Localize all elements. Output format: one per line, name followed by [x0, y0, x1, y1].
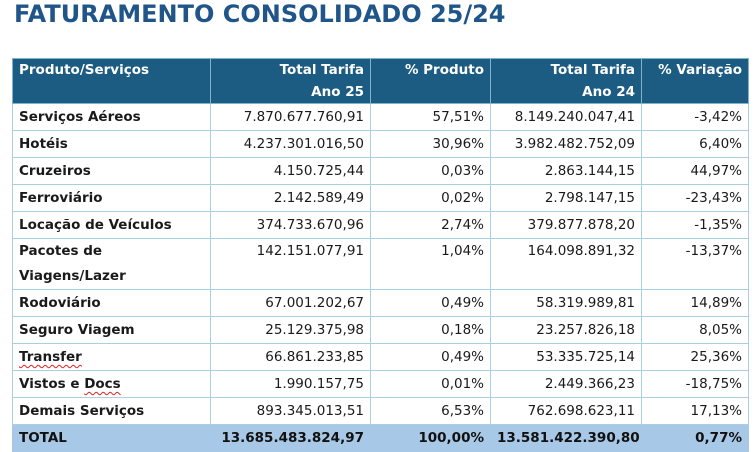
cell-variation: -13,37% [641, 238, 749, 290]
cell-pct: 0,49% [370, 343, 491, 371]
cell-product: Hotéis [12, 130, 211, 158]
cell-variation: -1,35% [641, 211, 749, 239]
table-row: Seguro Viagem 25.129.375,98 0,18% 23.257… [12, 316, 749, 344]
cell-product: Locação de Veículos [12, 211, 211, 239]
cell-product: Ferroviário [12, 184, 211, 212]
cell-total-24: 379.877.878,20 [490, 211, 642, 239]
table-row: Locação de Veículos 374.733.670,96 2,74%… [12, 211, 749, 239]
cell-variation: 17,13% [641, 397, 749, 425]
spellcheck-word: Docs [84, 376, 121, 392]
cell-pct: 30,96% [370, 130, 491, 158]
header-row: Produto/Serviços Total Tarifa Ano 25 % Pr… [12, 58, 749, 104]
header-total-24: Total Tarifa Ano 24 [490, 58, 642, 104]
cell-product: Cruzeiros [12, 157, 211, 185]
cell-product: Rodoviário [12, 289, 211, 317]
cell-variation: -3,42% [641, 103, 749, 131]
cell-variation: -18,75% [641, 370, 749, 398]
cell-total-25: 142.151.077,91 [210, 238, 371, 290]
cell-variation: 8,05% [641, 316, 749, 344]
table-row: Hotéis 4.237.301.016,50 30,96% 3.982.482… [12, 130, 749, 158]
cell-pct: 6,53% [370, 397, 491, 425]
cell-variation: 25,36% [641, 343, 749, 371]
cell-pct: 0,02% [370, 184, 491, 212]
spellcheck-word: Transfer [19, 349, 82, 365]
table-row: Demais Serviços 893.345.013,51 6,53% 762… [12, 397, 749, 425]
header-total-25: Total Tarifa Ano 25 [210, 58, 371, 104]
cell-total-25: 374.733.670,96 [210, 211, 371, 239]
table-row: Vistos e Docs 1.990.157,75 0,01% 2.449.3… [12, 370, 749, 398]
revenue-table: Produto/Serviços Total Tarifa Ano 25 % Pr… [12, 58, 749, 452]
cell-pct: 0,01% [370, 370, 491, 398]
cell-total-24: 2.798.147,15 [490, 184, 642, 212]
cell-total-25: 7.870.677.760,91 [210, 103, 371, 131]
cell-total-24: 58.319.989,81 [490, 289, 642, 317]
page-title: FATURAMENTO CONSOLIDADO 25/24 [14, 0, 506, 28]
cell-product: Demais Serviços [12, 397, 211, 425]
cell-total-25: 13.685.483.824,97 [210, 424, 371, 452]
cell-pct: 100,00% [370, 424, 491, 452]
cell-total-24: 13.581.422.390,80 [490, 424, 642, 452]
cell-pct: 0,18% [370, 316, 491, 344]
cell-variation: 44,97% [641, 157, 749, 185]
cell-variation: 14,89% [641, 289, 749, 317]
cell-total-25: 4.237.301.016,50 [210, 130, 371, 158]
cell-product: Seguro Viagem [12, 316, 211, 344]
cell-total-25: 1.990.157,75 [210, 370, 371, 398]
cell-total-25: 893.345.013,51 [210, 397, 371, 425]
table-row: Ferroviário 2.142.589,49 0,02% 2.798.147… [12, 184, 749, 212]
cell-total-25: 2.142.589,49 [210, 184, 371, 212]
cell-pct: 2,74% [370, 211, 491, 239]
cell-product: Pacotes de Viagens/Lazer [12, 238, 211, 290]
cell-total-24: 762.698.623,11 [490, 397, 642, 425]
cell-variation: -23,43% [641, 184, 749, 212]
header-pct-product: % Produto [370, 58, 491, 104]
cell-pct: 57,51% [370, 103, 491, 131]
cell-pct: 0,03% [370, 157, 491, 185]
table-row: Pacotes de Viagens/Lazer 142.151.077,91 1… [12, 238, 749, 290]
cell-total-24: 8.149.240.047,41 [490, 103, 642, 131]
cell-total-24: 3.982.482.752,09 [490, 130, 642, 158]
cell-variation: 6,40% [641, 130, 749, 158]
cell-pct: 1,04% [370, 238, 491, 290]
cell-total-24: 53.335.725,14 [490, 343, 642, 371]
header-pct-variation: % Variação [641, 58, 749, 104]
header-product: Produto/Serviços [12, 58, 211, 104]
cell-total-24: 23.257.826,18 [490, 316, 642, 344]
total-row: TOTAL 13.685.483.824,97 100,00% 13.581.4… [12, 424, 749, 452]
cell-product: Vistos e Docs [12, 370, 211, 398]
cell-total-25: 66.861.233,85 [210, 343, 371, 371]
table-row: Cruzeiros 4.150.725,44 0,03% 2.863.144,1… [12, 157, 749, 185]
cell-pct: 0,49% [370, 289, 491, 317]
table-row: Rodoviário 67.001.202,67 0,49% 58.319.98… [12, 289, 749, 317]
cell-product: Transfer [12, 343, 211, 371]
cell-variation: 0,77% [641, 424, 749, 452]
cell-total-24: 164.098.891,32 [490, 238, 642, 290]
cell-total-25: 25.129.375,98 [210, 316, 371, 344]
table-row: Transfer 66.861.233,85 0,49% 53.335.725,… [12, 343, 749, 371]
cell-product: Serviços Aéreos [12, 103, 211, 131]
cell-total-25: 4.150.725,44 [210, 157, 371, 185]
cell-total-24: 2.449.366,23 [490, 370, 642, 398]
cell-product: TOTAL [12, 424, 211, 452]
table-row: Serviços Aéreos 7.870.677.760,91 57,51% … [12, 103, 749, 131]
cell-total-25: 67.001.202,67 [210, 289, 371, 317]
cell-total-24: 2.863.144,15 [490, 157, 642, 185]
